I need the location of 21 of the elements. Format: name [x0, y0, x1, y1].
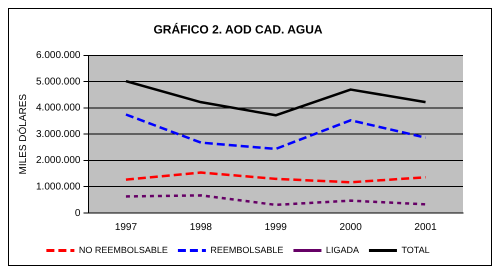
- y-tick-label: 4.000.000: [36, 102, 81, 114]
- legend-label: LIGADA: [326, 244, 359, 255]
- legend-label: REEMBOLSABLE: [210, 244, 284, 255]
- legend-label: NO REEMBOLSABLE: [78, 244, 168, 255]
- x-tick-label: 1998: [190, 222, 212, 233]
- y-tick-label: 2.000.000: [36, 155, 81, 166]
- chart-title: GRÁFICO 2. AOD CAD. AGUA: [153, 22, 323, 37]
- line-series: [124, 194, 427, 206]
- x-tick-label: 1997: [114, 222, 138, 233]
- y-tick-label: 6.000.000: [36, 50, 81, 62]
- legend-label: TOTAL: [401, 244, 430, 255]
- x-tick-label: 1999: [264, 222, 288, 233]
- y-axis-title: MILES DÓLARES: [16, 94, 29, 174]
- y-tick-label: 3.000.000: [36, 128, 81, 140]
- line-series: [124, 171, 427, 184]
- line-series: [124, 113, 427, 150]
- y-tick-label: 5.000.000: [36, 76, 81, 88]
- y-tick-label: 0: [74, 208, 81, 219]
- y-tick-label: 1.000.000: [36, 181, 81, 192]
- x-tick-label: 2001: [414, 222, 438, 233]
- x-tick-label: 2000: [340, 222, 362, 233]
